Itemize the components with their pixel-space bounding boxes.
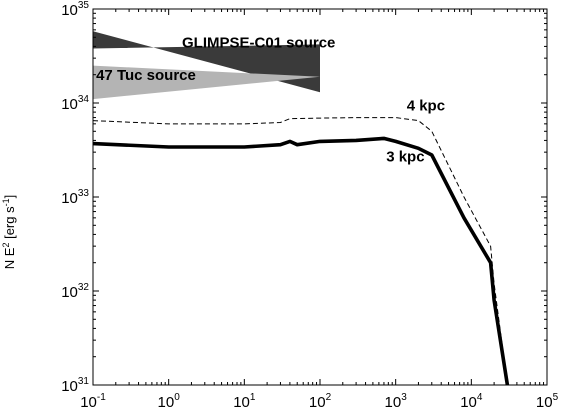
x-tick-label: 105 [536, 392, 559, 411]
annotation-3-kpc: 3 kpc [386, 148, 424, 165]
series-line-3-kpc [92, 136, 510, 386]
y-axis-label: N E2 [erg s-1] [1, 195, 17, 269]
x-tick-label: 10-1 [80, 392, 106, 411]
y-tick-label: 1031 [61, 376, 89, 395]
y-tick-label: 1034 [61, 94, 89, 113]
y-tick-label: 1033 [61, 188, 89, 207]
x-tick-label: 100 [158, 392, 181, 411]
x-tick-label: 103 [385, 392, 408, 411]
band-47-tuc-source [93, 65, 320, 100]
annotations-layer: GLIMPSE-C01 source 47 Tuc source 4 kpc 3 kp… [96, 34, 445, 165]
x-tick-label: 101 [233, 392, 256, 411]
annotation-47-tuc-source: 47 Tuc source [96, 67, 196, 84]
y-tick-label: 1032 [61, 282, 89, 301]
annotation-glimpse-c01-source: GLIMPSE-C01 source [182, 34, 335, 51]
annotation-4-kpc: 4 kpc [407, 98, 445, 115]
y-tick-label: 1035 [61, 0, 89, 19]
series-line-4-kpc [92, 117, 508, 386]
x-tick-label: 104 [460, 392, 483, 411]
ticks-layer: 10-1 100 101 102 103 104 105 1031 1032 1033 1034 10… [61, 0, 558, 411]
bands-layer [93, 31, 320, 100]
x-tick-label: 102 [309, 392, 332, 411]
series-layer [92, 117, 510, 386]
